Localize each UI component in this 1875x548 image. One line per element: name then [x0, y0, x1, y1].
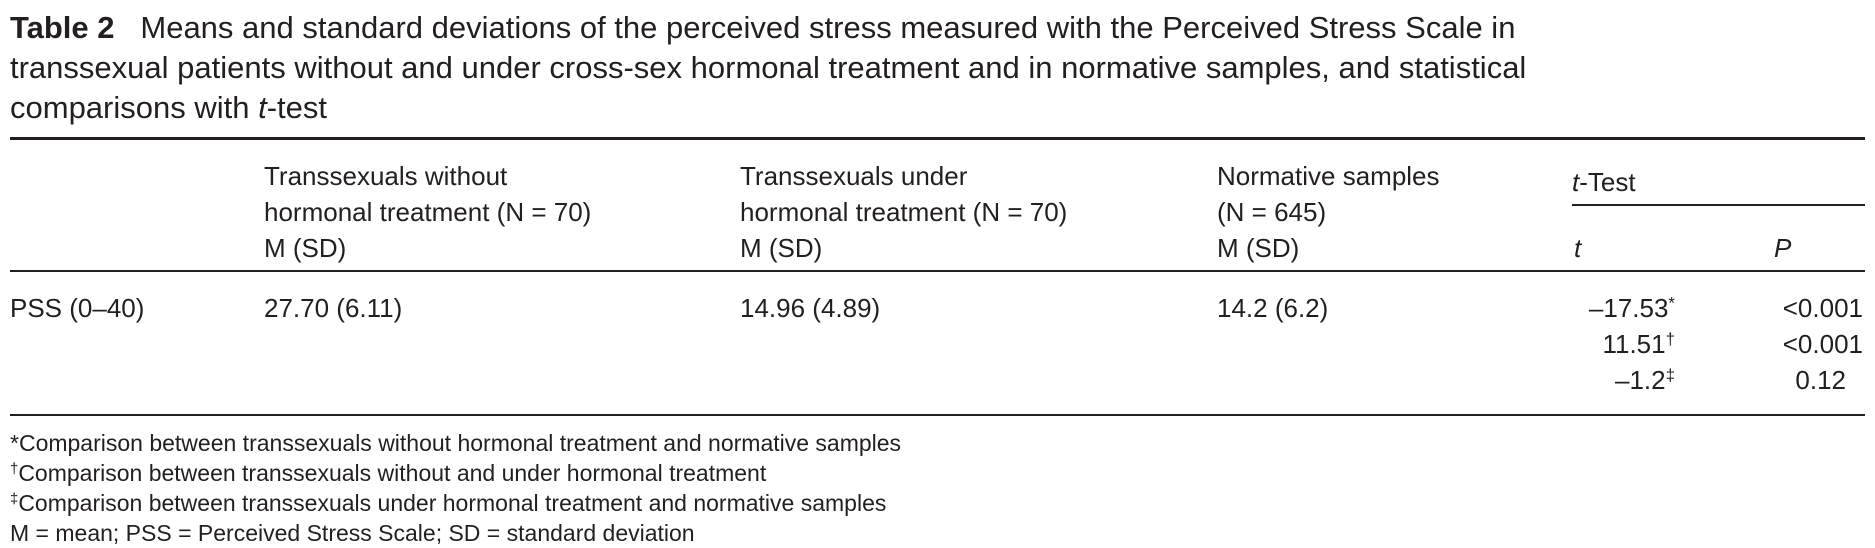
footnote-mark: ‡: [10, 490, 19, 508]
t-value: –17.53*: [1589, 295, 1675, 321]
footnote: ‡Comparison between transsexuals under h…: [10, 492, 886, 515]
p-value: <0.001: [1782, 329, 1863, 359]
group-italic: t: [1572, 167, 1580, 197]
row-label: PSS (0–40): [10, 293, 145, 323]
t-number: 11.51: [1602, 329, 1666, 359]
footnote: *Comparison between transsexuals without…: [10, 432, 901, 455]
header-line: hormonal treatment (N = 70): [740, 197, 1068, 227]
t-number: –1.2: [1614, 365, 1666, 395]
t-mark: ‡: [1665, 365, 1675, 385]
top-rule: [10, 137, 1865, 140]
caption-line: Table 2 Means and standard deviations of…: [10, 12, 1515, 43]
group-text: -Test: [1579, 167, 1636, 197]
p-value: <0.001: [1782, 293, 1863, 323]
cell: 14.96 (4.89): [740, 293, 881, 323]
header-line: Normative samples: [1217, 161, 1440, 191]
header-line: hormonal treatment (N = 70): [264, 197, 592, 227]
header-line: Transsexuals under: [740, 161, 968, 191]
footnote: †Comparison between transsexuals without…: [10, 462, 766, 485]
cell: 27.70 (6.11): [264, 293, 403, 323]
caption-text: Means and standard deviations of the per…: [140, 10, 1516, 45]
t-number: –17.53: [1588, 293, 1669, 323]
bottom-rule: [10, 414, 1865, 416]
group-rule: [1572, 204, 1865, 206]
header-rule: [10, 270, 1865, 272]
abbreviations: M = mean; PSS = Perceived Stress Scale; …: [10, 520, 695, 546]
header-line: M (SD): [1217, 233, 1300, 263]
caption-text: comparisons with: [10, 90, 259, 125]
caption-label: Table 2: [10, 10, 115, 45]
t-mark: *: [1668, 293, 1675, 313]
footnote-mark: †: [10, 460, 19, 478]
p-value: 0.12: [1795, 365, 1846, 395]
caption-line: comparisons with t-test: [10, 92, 327, 123]
cell: 14.2 (6.2): [1217, 293, 1329, 323]
subheader: t: [1574, 233, 1582, 263]
caption-line: transsexual patients without and under c…: [10, 50, 1527, 85]
header-line: M (SD): [740, 233, 823, 263]
subheader: P: [1774, 233, 1792, 263]
caption-text: -test: [266, 90, 328, 125]
t-mark: †: [1665, 329, 1675, 349]
footnote-text: Comparison between transsexuals under ho…: [18, 490, 887, 516]
header-line: Transsexuals without: [264, 161, 508, 191]
footnote-mark: *: [10, 430, 19, 456]
footnote-text: Comparison between transsexuals without …: [18, 430, 902, 456]
caption-italic: t: [258, 90, 267, 125]
header-line: M (SD): [264, 233, 347, 263]
footnote-text: Comparison between transsexuals without …: [18, 460, 767, 486]
header-line: (N = 645): [1217, 197, 1327, 227]
t-value: –1.2‡: [1615, 367, 1675, 393]
t-value: 11.51†: [1602, 331, 1675, 357]
group-header: t-Test: [1572, 169, 1636, 195]
